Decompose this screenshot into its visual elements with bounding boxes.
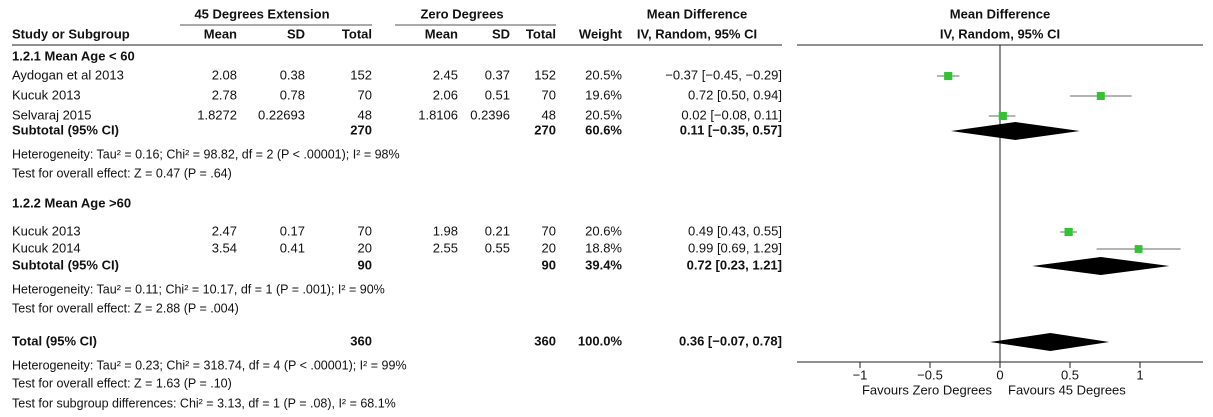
col-header: IV, Random, 95% CI <box>637 26 757 41</box>
cell: 90 <box>542 257 556 272</box>
cell: 0.41 <box>280 240 305 255</box>
cell: 20.6% <box>585 223 622 238</box>
cell: 100.0% <box>578 333 623 348</box>
cell: 0.78 <box>280 87 305 102</box>
cell: 0.72 [0.23, 1.21] <box>687 257 782 272</box>
cell: 20.5% <box>585 107 622 122</box>
effect-square <box>1096 92 1105 100</box>
cell: 360 <box>534 333 556 348</box>
cell: 2.45 <box>433 67 458 82</box>
cell: 70 <box>542 223 556 238</box>
subtotal-label: Subtotal (95% CI) <box>12 122 119 137</box>
overall-effect: Test for overall effect: Z = 0.47 (P = .… <box>12 166 232 180</box>
heterogeneity: Heterogeneity: Tau² = 0.11; Chi² = 10.17… <box>12 282 385 296</box>
cell: 0.99 [0.69, 1.29] <box>688 240 782 255</box>
col-header: IV, Random, 95% CI <box>940 26 1060 41</box>
subtotal-label: Subtotal (95% CI) <box>12 257 119 272</box>
cell: 20.5% <box>585 67 622 82</box>
effect-square <box>1064 227 1073 237</box>
col-header: Total <box>526 26 556 41</box>
col-header: SD <box>492 26 510 41</box>
heterogeneity: Heterogeneity: Tau² = 0.16; Chi² = 98.82… <box>12 147 400 161</box>
study-header: Study or Subgroup <box>12 26 130 41</box>
total-label: Total (95% CI) <box>12 333 97 348</box>
cell: 0.37 <box>485 67 510 82</box>
overall-effect: Test for overall effect: Z = 2.88 (P = .… <box>12 301 239 315</box>
effect-square <box>944 71 953 81</box>
md-plot-header: Mean Difference <box>950 6 1050 21</box>
x-tick-label: 0 <box>996 367 1003 382</box>
study-name: Aydogan et al 2013 <box>12 67 124 82</box>
cell: 19.6% <box>585 87 622 102</box>
cell: 20 <box>542 240 556 255</box>
cell: 0.17 <box>280 223 305 238</box>
cell: 0.11 [−0.35, 0.57] <box>680 122 782 137</box>
cell: 1.8272 <box>197 107 237 122</box>
heterogeneity: Heterogeneity: Tau² = 0.23; Chi² = 318.7… <box>12 358 407 372</box>
study-name: Kucuk 2013 <box>12 87 81 102</box>
cell: 90 <box>358 257 372 272</box>
cell: 0.72 [0.50, 0.94] <box>688 87 782 102</box>
favours-left: Favours Zero Degrees <box>862 382 993 397</box>
group1-header: 45 Degrees Extension <box>194 6 329 21</box>
cell: 70 <box>358 87 372 102</box>
cell: 2.06 <box>433 87 458 102</box>
subgroup-differences: Test for subgroup differences: Chi² = 3.… <box>12 396 396 410</box>
cell: 0.51 <box>485 87 510 102</box>
cell: 1.98 <box>433 223 458 238</box>
cell: 0.36 [−0.07, 0.78] <box>679 333 782 348</box>
favours-right: Favours 45 Degrees <box>1008 382 1126 397</box>
md-header: Mean Difference <box>647 6 747 21</box>
cell: 2.08 <box>212 67 237 82</box>
cell: 48 <box>358 107 372 122</box>
cell: 270 <box>534 122 556 137</box>
effect-square <box>1134 245 1143 253</box>
effect-square <box>998 111 1007 121</box>
cell: 2.78 <box>212 87 237 102</box>
cell: 0.22693 <box>258 107 305 122</box>
cell: 2.55 <box>433 240 458 255</box>
cell: 60.6% <box>585 122 622 137</box>
cell: 152 <box>350 67 372 82</box>
cell: 0.2396 <box>470 107 510 122</box>
col-header: Mean <box>204 26 237 41</box>
x-tick-label: 0.5 <box>1061 367 1079 382</box>
cell: −0.37 [−0.45, −0.29] <box>665 67 782 82</box>
x-tick-label: 1 <box>1136 367 1143 382</box>
summary-diamond <box>951 122 1080 140</box>
study-name: Selvaraj 2015 <box>12 107 92 122</box>
cell: 2.47 <box>212 223 237 238</box>
cell: 70 <box>542 87 556 102</box>
col-header: Weight <box>579 26 623 41</box>
col-header: SD <box>287 26 305 41</box>
cell: 18.8% <box>585 240 622 255</box>
x-tick-label: −0.5 <box>917 367 943 382</box>
summary-diamond <box>1032 257 1170 275</box>
study-name: Kucuk 2013 <box>12 223 81 238</box>
x-tick-label: −1 <box>853 367 868 382</box>
cell: 3.54 <box>212 240 237 255</box>
col-header: Mean <box>425 26 458 41</box>
cell: 39.4% <box>585 257 622 272</box>
cell: 0.49 [0.43, 0.55] <box>688 223 782 238</box>
group-title: 1.2.2 Mean Age >60 <box>12 195 131 210</box>
cell: 0.55 <box>485 240 510 255</box>
cell: 0.02 [−0.08, 0.11] <box>681 107 782 122</box>
col-header: Total <box>342 26 372 41</box>
cell: 20 <box>358 240 372 255</box>
cell: 48 <box>542 107 556 122</box>
cell: 0.38 <box>280 67 305 82</box>
cell: 70 <box>358 223 372 238</box>
overall-effect: Test for overall effect: Z = 1.63 (P = .… <box>12 376 232 390</box>
group-title: 1.2.1 Mean Age < 60 <box>12 48 135 63</box>
group2-header: Zero Degrees <box>420 6 503 21</box>
cell: 0.21 <box>485 223 510 238</box>
study-name: Kucuk 2014 <box>12 240 81 255</box>
summary-diamond <box>990 333 1110 351</box>
cell: 360 <box>350 333 372 348</box>
cell: 270 <box>350 122 372 137</box>
cell: 152 <box>534 67 556 82</box>
cell: 1.8106 <box>418 107 458 122</box>
